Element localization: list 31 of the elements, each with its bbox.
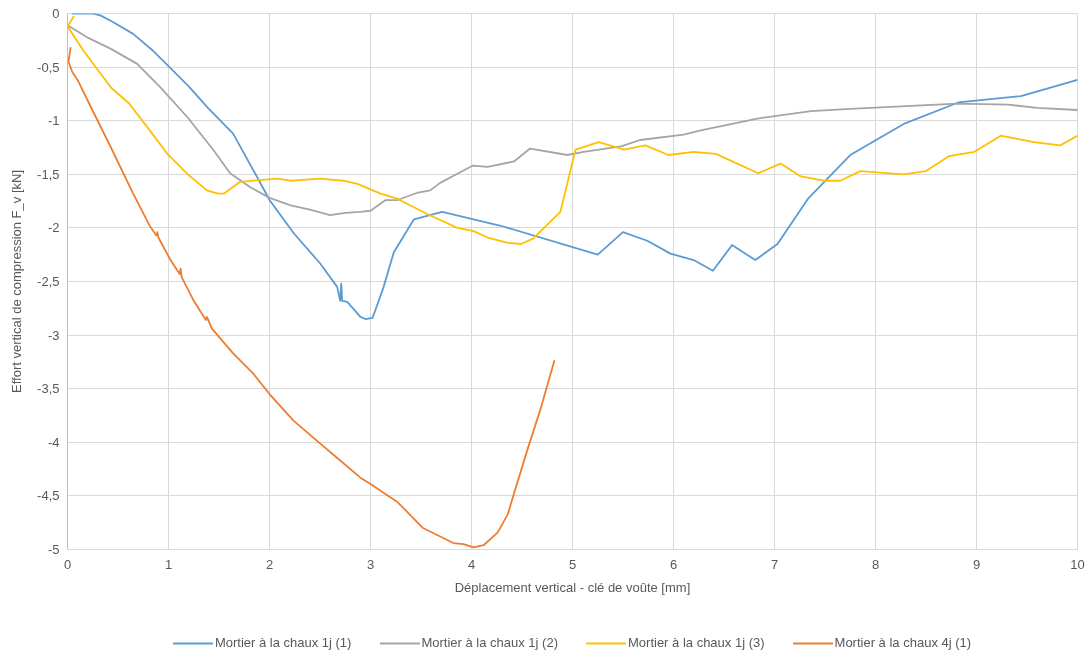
y-tick-label: -2,5 xyxy=(37,274,60,289)
y-tick-label: 0 xyxy=(52,6,60,21)
y-axis-title: Effort vertical de compression F_v [kN] xyxy=(9,169,25,393)
line-series xyxy=(67,24,1078,216)
x-axis-title: Déplacement vertical - clé de voûte [mm] xyxy=(454,579,691,595)
legend-label: Mortier à la chaux 4j (1) xyxy=(834,635,972,650)
x-tick-label: 8 xyxy=(871,556,880,572)
x-tick-label: 1 xyxy=(164,556,173,572)
y-tick-label: -3 xyxy=(47,327,60,343)
y-tick-label: -1,5 xyxy=(37,166,60,182)
x-tick-label: 4 xyxy=(467,556,476,572)
x-tick-label: 6 xyxy=(669,556,678,572)
x-tick-label: 2 xyxy=(265,556,274,572)
y-tick-label: -1 xyxy=(47,113,60,129)
x-tick-label: 7 xyxy=(770,556,779,572)
legend-label: Mortier à la chaux 1j (2) xyxy=(421,635,558,650)
legend-label: Mortier à la chaux 1j (3) xyxy=(628,635,765,650)
line-series xyxy=(67,46,556,549)
x-tick-label: 9 xyxy=(972,556,981,572)
y-tick-label: -2 xyxy=(47,220,60,236)
x-tick-label: 5 xyxy=(568,556,577,572)
x-tick-label: 10 xyxy=(1070,556,1085,572)
y-tick-label: -0,5 xyxy=(37,59,60,75)
x-tick-label: 0 xyxy=(63,556,72,572)
y-tick-label: -5 xyxy=(47,542,60,557)
y-tick-label: -3,5 xyxy=(37,381,60,397)
x-tick-label: 3 xyxy=(366,556,375,572)
legend-label: Mortier à la chaux 1j (1) xyxy=(214,635,352,650)
y-tick-label: -4,5 xyxy=(37,488,60,504)
y-tick-label: -4 xyxy=(47,434,60,450)
line-series xyxy=(67,15,1078,245)
